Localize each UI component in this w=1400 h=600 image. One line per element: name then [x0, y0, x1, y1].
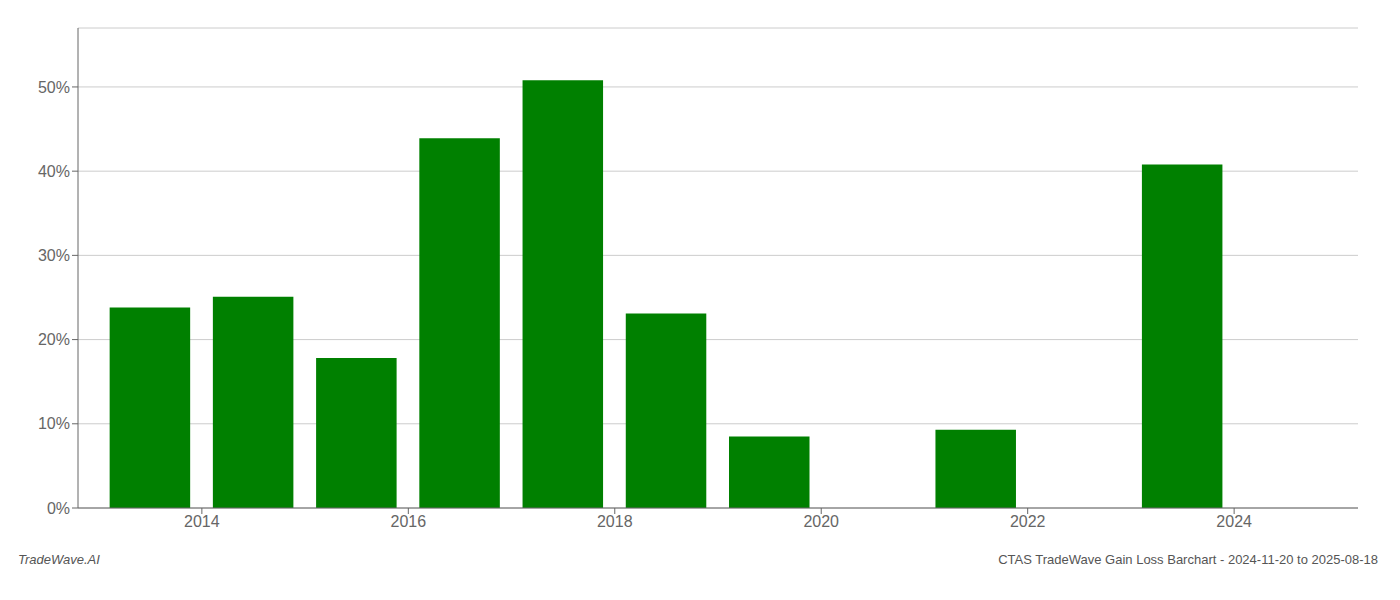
svg-text:2022: 2022	[1010, 513, 1046, 530]
svg-text:2016: 2016	[391, 513, 427, 530]
svg-text:10%: 10%	[38, 415, 70, 432]
svg-text:20%: 20%	[38, 331, 70, 348]
svg-text:2014: 2014	[184, 513, 220, 530]
html-text:CTAS TradeWave Gain Loss Barch: CTAS TradeWave Gain Loss Barchart - 2024…	[998, 552, 1378, 567]
svg-text:2020: 2020	[803, 513, 839, 530]
svg-text:50%: 50%	[38, 79, 70, 96]
svg-text:0%: 0%	[47, 500, 70, 517]
svg-text:2018: 2018	[597, 513, 633, 530]
html-text:TradeWave.AI: TradeWave.AI	[18, 552, 100, 567]
svg-text:40%: 40%	[38, 163, 70, 180]
svg-text:30%: 30%	[38, 247, 70, 264]
svg-text:2024: 2024	[1216, 513, 1252, 530]
